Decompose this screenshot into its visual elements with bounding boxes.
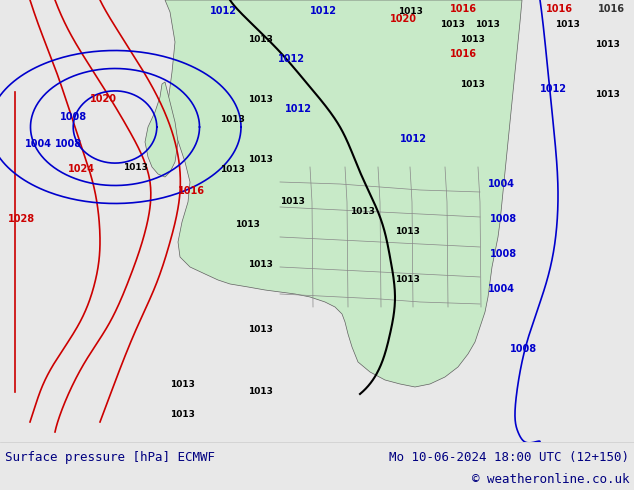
Text: 1013: 1013 xyxy=(248,35,273,44)
Text: 1008: 1008 xyxy=(60,112,87,122)
Polygon shape xyxy=(145,82,178,177)
Text: 1012: 1012 xyxy=(310,6,337,16)
Text: 1013: 1013 xyxy=(248,155,273,164)
Text: 1012: 1012 xyxy=(285,104,312,114)
Text: 1012: 1012 xyxy=(210,6,237,16)
Text: 1008: 1008 xyxy=(490,214,517,224)
Text: 1016: 1016 xyxy=(598,4,625,14)
Text: 1013: 1013 xyxy=(475,20,500,29)
Text: 1016: 1016 xyxy=(450,49,477,59)
Polygon shape xyxy=(165,0,522,387)
Text: 1004: 1004 xyxy=(488,179,515,189)
Text: 1013: 1013 xyxy=(248,387,273,396)
Text: 1013: 1013 xyxy=(220,115,245,124)
Text: Surface pressure [hPa] ECMWF: Surface pressure [hPa] ECMWF xyxy=(5,451,215,465)
Text: 1016: 1016 xyxy=(450,4,477,14)
Text: 1016: 1016 xyxy=(546,4,573,14)
Text: 1028: 1028 xyxy=(8,214,35,224)
Text: 1013: 1013 xyxy=(170,380,195,389)
Text: 1012: 1012 xyxy=(278,54,305,64)
Text: © weatheronline.co.uk: © weatheronline.co.uk xyxy=(472,473,629,487)
Text: 1013: 1013 xyxy=(170,410,195,419)
Text: Mo 10-06-2024 18:00 UTC (12+150): Mo 10-06-2024 18:00 UTC (12+150) xyxy=(389,451,629,465)
Text: 1013: 1013 xyxy=(398,7,423,16)
Text: 1013: 1013 xyxy=(395,275,420,284)
Text: 1012: 1012 xyxy=(400,134,427,144)
Text: 1004: 1004 xyxy=(488,284,515,294)
Text: 1013: 1013 xyxy=(440,20,465,29)
Text: 1013: 1013 xyxy=(248,260,273,269)
Text: 1024: 1024 xyxy=(68,164,95,174)
Text: 1013: 1013 xyxy=(235,220,260,229)
Text: 1012: 1012 xyxy=(540,84,567,94)
Text: 1020: 1020 xyxy=(390,14,417,24)
Text: 1013: 1013 xyxy=(595,40,620,49)
Text: 1013: 1013 xyxy=(248,325,273,334)
Text: 1004: 1004 xyxy=(25,139,52,149)
Text: 1008: 1008 xyxy=(510,344,537,354)
Text: 1008: 1008 xyxy=(490,249,517,259)
Text: 1016: 1016 xyxy=(178,186,205,196)
Text: 1008: 1008 xyxy=(55,139,82,149)
Text: 1020: 1020 xyxy=(90,94,117,104)
Text: 1013: 1013 xyxy=(395,227,420,236)
Text: 1013: 1013 xyxy=(555,20,580,29)
Text: 1013: 1013 xyxy=(460,80,485,89)
Text: 1013: 1013 xyxy=(123,163,148,172)
Text: 1013: 1013 xyxy=(280,197,305,206)
Text: 1013: 1013 xyxy=(220,165,245,174)
Text: 1013: 1013 xyxy=(350,207,375,216)
Text: 1013: 1013 xyxy=(595,90,620,99)
Text: 1013: 1013 xyxy=(248,95,273,104)
Text: 1013: 1013 xyxy=(460,35,485,44)
